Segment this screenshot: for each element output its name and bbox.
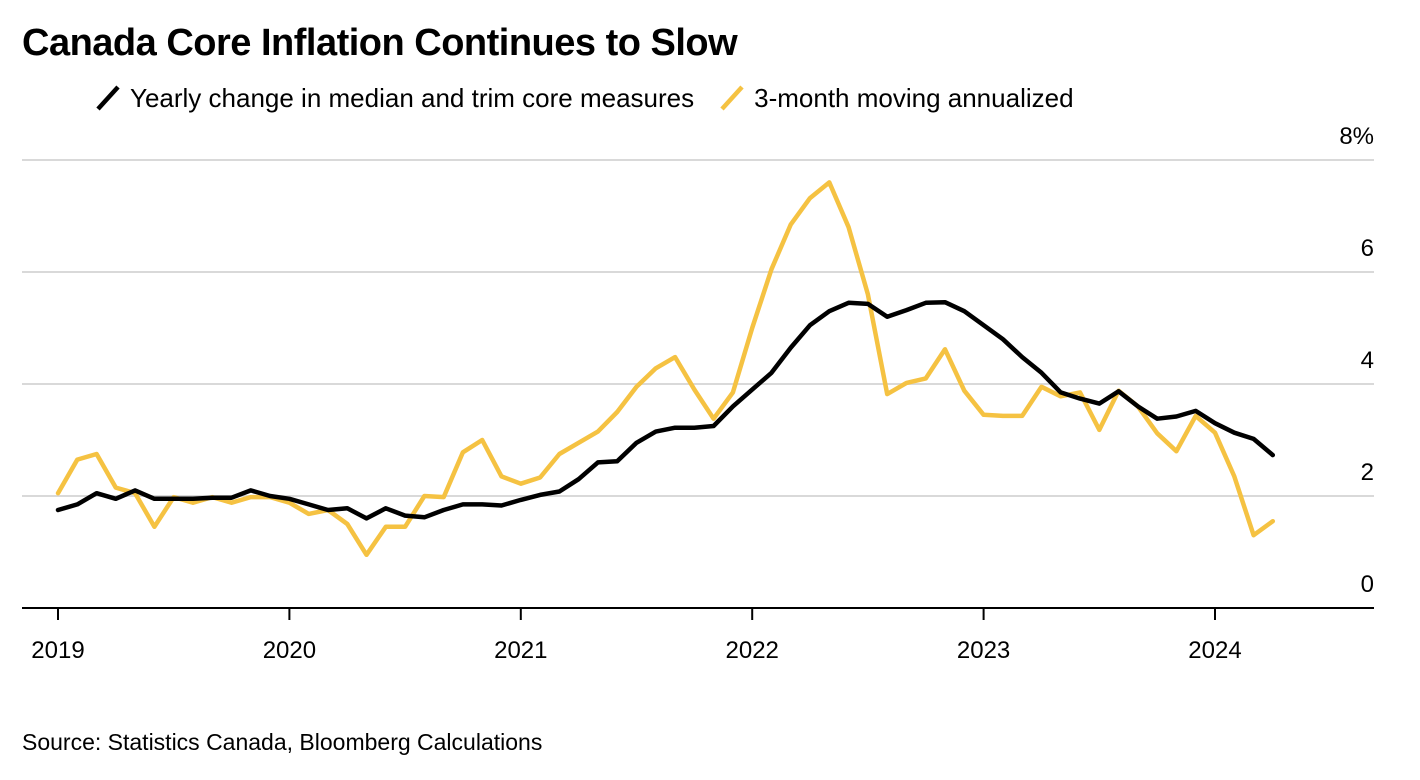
- x-tick-label-2020: 2020: [263, 637, 316, 664]
- x-tick-label-2019: 2019: [31, 637, 84, 664]
- chart-title: Canada Core Inflation Continues to Slow: [22, 22, 738, 64]
- series-line-yearly: [55, 299, 1276, 521]
- x-tick-label-2024: 2024: [1188, 637, 1241, 664]
- x-tick-label-2021: 2021: [494, 637, 547, 664]
- legend-item-3month: 3-month moving annualized: [716, 82, 1074, 114]
- y-tick-label-4: 4: [1361, 347, 1374, 374]
- y-tick-label-8: 8%: [1339, 123, 1374, 150]
- legend-label-3month: 3-month moving annualized: [754, 82, 1074, 113]
- source-note: Source: Statistics Canada, Bloomberg Cal…: [22, 729, 543, 755]
- y-tick-label-2: 2: [1361, 459, 1374, 486]
- x-tick-label-2022: 2022: [726, 637, 779, 664]
- legend: Yearly change in median and trim core me…: [92, 82, 1096, 114]
- x-tick-label-2023: 2023: [957, 637, 1010, 664]
- legend-swatch-yearly: [96, 85, 120, 111]
- legend-item-yearly: Yearly change in median and trim core me…: [92, 82, 694, 114]
- y-tick-label-6: 6: [1361, 235, 1374, 262]
- legend-swatch-3month: [720, 85, 744, 111]
- legend-label-yearly: Yearly change in median and trim core me…: [130, 82, 695, 113]
- series-line-3month: [55, 180, 1276, 558]
- y-tick-label-0: 0: [1361, 571, 1374, 598]
